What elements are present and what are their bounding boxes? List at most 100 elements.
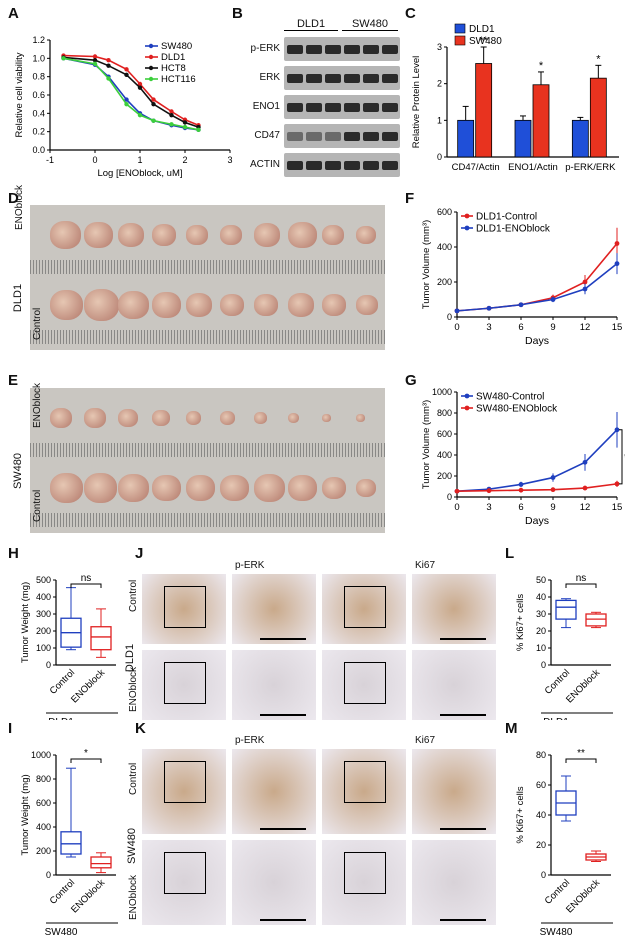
legend-label: HCT8 (161, 63, 186, 74)
y-tick-label: 10 (536, 643, 546, 653)
y-tick-label: 0 (541, 870, 546, 880)
tumor-specimen (186, 411, 202, 425)
panel-label-m: M (505, 720, 518, 737)
blot-band (363, 132, 379, 141)
blot-strip (284, 37, 400, 61)
x-tick-label: -1 (46, 155, 54, 165)
blot-band (306, 103, 322, 112)
tumor-specimen (220, 294, 245, 316)
y-tick-label: 40 (536, 810, 546, 820)
ihc-j-row-control: Control (128, 579, 139, 612)
y-tick-label: 3 (437, 42, 442, 52)
data-point (151, 97, 156, 102)
y-tick-label: 60 (536, 780, 546, 790)
y-tick-label: 200 (437, 471, 452, 481)
panel-label-b: B (232, 5, 243, 22)
tumor-specimen (152, 410, 170, 426)
x-tick-label: Control (543, 877, 572, 906)
ruler (30, 443, 385, 457)
x-tick-label: 1 (137, 155, 142, 165)
y-tick-label: 400 (437, 450, 452, 460)
series-line (456, 483, 618, 493)
blot-band (287, 161, 303, 170)
data-point (582, 485, 588, 491)
y-tick-label: 1000 (432, 387, 452, 397)
bar (475, 63, 493, 158)
x-tick-label: 0 (454, 322, 459, 333)
blot-group-sw480: SW480 (342, 18, 398, 31)
blot-band (344, 132, 360, 141)
legend-marker (148, 76, 154, 82)
data-point (124, 67, 129, 72)
significance-bracket (619, 429, 623, 485)
x-tick-label: 12 (580, 322, 591, 333)
y-axis-title: % Ki67+ cells (515, 594, 526, 652)
legend-label: SW480 (161, 41, 192, 52)
ruler (30, 260, 385, 274)
y-tick-label: 0 (46, 660, 51, 670)
y-tick-label: 80 (536, 750, 546, 760)
y-tick-label: 200 (437, 277, 452, 287)
significance-bracket (70, 583, 102, 588)
y-tick-label: 100 (36, 643, 51, 653)
y-tick-label: 0.0 (32, 145, 45, 155)
blot-protein-label: ERK (259, 72, 280, 83)
panel-label-k: K (135, 720, 146, 737)
y-tick-label: 0.8 (32, 72, 45, 82)
x-tick-label: 15 (612, 502, 623, 513)
blot-band (306, 132, 322, 141)
data-point (614, 427, 620, 433)
legend-label: HCT116 (161, 74, 196, 85)
zoom-box (344, 761, 386, 803)
tumor-specimen (288, 222, 317, 248)
x-tick-label: Control (48, 877, 77, 906)
y-axis-title: Tumor Weight (mg) (20, 582, 31, 663)
legend-label: SW480-Control (476, 392, 544, 403)
significance-bracket (565, 758, 597, 763)
box (585, 613, 607, 627)
data-point (550, 475, 556, 480)
x-tick-label: 9 (550, 502, 555, 513)
y-tick-label: 400 (36, 592, 51, 602)
tumor-specimen (356, 414, 365, 422)
y-tick-label: 400 (437, 242, 452, 252)
blot-band (306, 45, 322, 54)
x-tick-label: 3 (486, 502, 491, 513)
blot-band (325, 161, 341, 170)
box (60, 831, 82, 855)
ihc-j-row-enoblock: ENOblock (128, 666, 139, 712)
y-tick-label: 1.0 (32, 53, 45, 63)
panel-label-e: E (8, 372, 19, 389)
x-tick-label: ENO1/Actin (508, 162, 558, 173)
zoom-box (164, 852, 206, 894)
group-label: SW480 (540, 927, 573, 935)
tumor-specimen (356, 479, 376, 497)
blot-band (344, 45, 360, 54)
chart-h-dld1-tumor-weight: 0 100 200 300 400 500 Tumor Weight (mg) Control… (20, 573, 118, 720)
y-axis-title: Relative cell viability (14, 52, 25, 137)
legend-label: SW480 (469, 36, 502, 47)
chart-c-protein-level: 0 1 2 3 Relative Protein Level ** CD47/Actin * E… (411, 23, 619, 173)
blot-band (325, 103, 341, 112)
tumor-specimen (152, 475, 181, 501)
tumor-specimen (152, 292, 181, 318)
ihc-panel-j: p-ERK Ki67 Control DLD1 ENOblock (124, 560, 505, 725)
tumor-specimen (118, 223, 145, 247)
tumor-specimen (322, 414, 331, 422)
tumor-specimen (220, 225, 242, 245)
ihc-image-tile (322, 650, 406, 720)
legend-label: DLD1 (161, 52, 185, 63)
ihc-image-tile (142, 650, 226, 720)
ihc-k-stain-perk: p-ERK (235, 735, 265, 746)
series-line (456, 262, 618, 312)
tumor-specimen (322, 294, 347, 316)
y-tick-label: 0 (46, 870, 51, 880)
significance-mark: ** (577, 748, 585, 759)
scale-bar (260, 828, 306, 830)
x-tick-label: 2 (182, 155, 187, 165)
blot-band (344, 161, 360, 170)
tumor-photo-dld1 (30, 205, 385, 350)
scale-bar (440, 919, 486, 921)
data-point (518, 482, 524, 487)
data-point (124, 97, 129, 102)
